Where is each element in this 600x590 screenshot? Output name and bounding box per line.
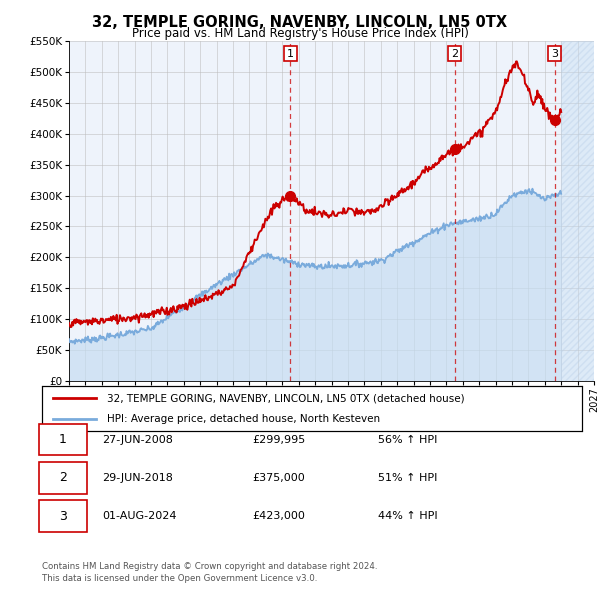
Text: 51% ↑ HPI: 51% ↑ HPI bbox=[378, 473, 437, 483]
Text: 56% ↑ HPI: 56% ↑ HPI bbox=[378, 435, 437, 444]
Text: 1: 1 bbox=[59, 433, 67, 446]
Text: 27-JUN-2008: 27-JUN-2008 bbox=[102, 435, 173, 444]
Text: £375,000: £375,000 bbox=[252, 473, 305, 483]
Text: 32, TEMPLE GORING, NAVENBY, LINCOLN, LN5 0TX: 32, TEMPLE GORING, NAVENBY, LINCOLN, LN5… bbox=[92, 15, 508, 30]
Text: £423,000: £423,000 bbox=[252, 512, 305, 521]
Text: Contains HM Land Registry data © Crown copyright and database right 2024.
This d: Contains HM Land Registry data © Crown c… bbox=[42, 562, 377, 583]
Text: 29-JUN-2018: 29-JUN-2018 bbox=[102, 473, 173, 483]
Text: Price paid vs. HM Land Registry's House Price Index (HPI): Price paid vs. HM Land Registry's House … bbox=[131, 27, 469, 40]
Text: £299,995: £299,995 bbox=[252, 435, 305, 444]
Text: 3: 3 bbox=[551, 48, 558, 58]
Text: HPI: Average price, detached house, North Kesteven: HPI: Average price, detached house, Nort… bbox=[107, 414, 380, 424]
Text: 2: 2 bbox=[451, 48, 458, 58]
Text: 44% ↑ HPI: 44% ↑ HPI bbox=[378, 512, 437, 521]
Text: 1: 1 bbox=[287, 48, 294, 58]
Text: 01-AUG-2024: 01-AUG-2024 bbox=[102, 512, 176, 521]
Text: 32, TEMPLE GORING, NAVENBY, LINCOLN, LN5 0TX (detached house): 32, TEMPLE GORING, NAVENBY, LINCOLN, LN5… bbox=[107, 394, 464, 404]
Text: 3: 3 bbox=[59, 510, 67, 523]
Text: 2: 2 bbox=[59, 471, 67, 484]
